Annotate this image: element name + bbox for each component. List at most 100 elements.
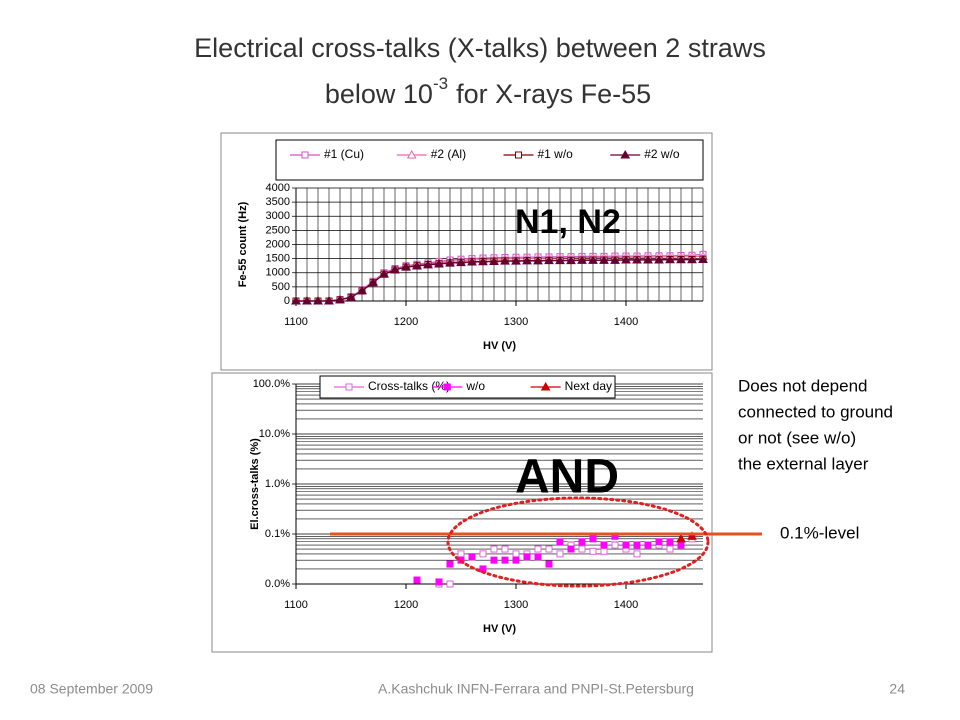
data-point: [545, 545, 553, 553]
data-point: [622, 541, 630, 549]
y-tick-label: 3500: [266, 196, 290, 208]
x-tick-label: 1400: [614, 599, 638, 611]
data-point: [523, 553, 531, 561]
x-tick-label: 1300: [504, 599, 528, 611]
data-point: [610, 255, 620, 264]
data-point: [633, 541, 641, 549]
page-number: 24: [889, 681, 905, 697]
data-point: [633, 550, 641, 558]
data-point: [567, 545, 575, 553]
data-point: [324, 295, 334, 305]
data-point: [533, 255, 543, 265]
title-superscript: -3: [433, 74, 448, 93]
y-tick-label: 100.0%: [253, 378, 291, 390]
data-point: [501, 556, 509, 564]
y-tick-label: 500: [272, 281, 290, 293]
x-tick-label: 1100: [284, 599, 308, 611]
data-point: [666, 538, 674, 546]
data-point: [390, 264, 400, 274]
data-point: [335, 294, 345, 304]
y-tick-label: 2500: [266, 224, 290, 236]
data-point: [676, 254, 686, 264]
data-point: [556, 550, 564, 558]
legend-label: Next day: [565, 379, 612, 393]
legend-box: [275, 139, 704, 181]
data-point: [512, 556, 520, 564]
data-point: [666, 545, 674, 553]
data-point: [478, 256, 488, 266]
x-axis-title: HV (V): [483, 623, 516, 635]
data-point: [501, 545, 509, 553]
data-point: [611, 541, 619, 549]
data-point: [456, 257, 466, 267]
y-axis-title: El.cross-talks (%): [249, 438, 261, 530]
data-point: [687, 531, 697, 540]
data-point: [687, 254, 697, 264]
legend-marker: [443, 383, 451, 391]
x-tick-label: 1100: [284, 316, 308, 328]
data-point: [643, 255, 653, 264]
data-point: [654, 255, 664, 264]
legend-box: [319, 375, 616, 399]
data-point: [522, 255, 532, 265]
data-point: [665, 254, 675, 264]
data-point: [655, 538, 663, 546]
data-point: [589, 547, 597, 555]
legend-marker: [301, 151, 309, 159]
data-point: [379, 269, 389, 278]
data-point: [566, 255, 576, 265]
data-point: [621, 255, 631, 264]
y-tick-label: 4000: [266, 182, 290, 194]
legend-marker: [620, 149, 631, 159]
data-point: [357, 285, 367, 295]
data-point: [676, 533, 686, 543]
legend-label: #2 w/o: [644, 147, 680, 161]
annotation: AND: [515, 451, 619, 504]
title-text-end: for X-rays Fe-55: [456, 79, 651, 109]
data-point: [457, 550, 465, 558]
data-point: [600, 541, 608, 549]
x-tick-label: 1300: [504, 316, 528, 328]
data-point: [577, 255, 587, 264]
slide-title-line2: below 10-3 for X-rays Fe-55: [325, 74, 651, 109]
data-point: [588, 255, 598, 264]
note-line: the external layer: [738, 454, 869, 473]
legend-label: #1 w/o: [538, 147, 574, 161]
legend-marker: [406, 149, 417, 159]
footer-author: A.Kashchuk INFN-Ferrara and PNPI-St.Pete…: [378, 681, 694, 697]
legend-label: #2 (Al): [431, 147, 466, 161]
data-point: [291, 295, 301, 305]
y-tick-label: 3000: [266, 210, 290, 222]
legend-label: w/o: [465, 379, 485, 393]
data-point: [467, 257, 477, 266]
legend-marker: [345, 383, 353, 391]
data-point: [490, 556, 498, 564]
data-point: [413, 576, 421, 584]
data-point: [578, 545, 586, 553]
data-point: [578, 538, 586, 546]
data-point: [544, 255, 554, 265]
note-line: or not (see w/o): [738, 428, 856, 447]
data-point: [534, 545, 542, 553]
data-point: [468, 553, 476, 561]
data-point: [644, 541, 652, 549]
data-point: [490, 545, 498, 553]
data-point: [500, 256, 510, 265]
data-point: [545, 560, 553, 568]
slide-title: Electrical cross-talks (X-talks) between…: [194, 33, 766, 63]
data-point: [445, 258, 455, 267]
data-point: [435, 578, 443, 586]
legend-marker: [540, 381, 551, 391]
x-tick-label: 1200: [394, 599, 418, 611]
legend-marker: [515, 151, 522, 159]
data-point: [534, 553, 542, 561]
legend-label: #1 (Cu): [324, 147, 364, 161]
legend-label: Cross-talks (%): [368, 379, 450, 393]
data-point: [555, 255, 565, 265]
y-tick-label: 0.0%: [265, 578, 290, 590]
y-tick-label: 1000: [266, 267, 290, 279]
y-tick-label: 0: [284, 295, 290, 307]
data-point: [446, 560, 454, 568]
y-tick-label: 1500: [266, 253, 290, 265]
chart-frame: [211, 372, 713, 653]
